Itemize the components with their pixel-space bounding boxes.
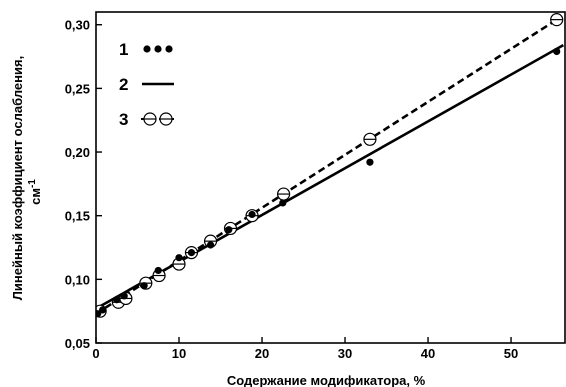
y-tick-label: 0,30 [65,18,90,33]
series-1-point [120,292,128,300]
legend: 1 2 3 [119,40,175,129]
x-tick-label: 50 [504,346,518,361]
series-1-point [140,282,148,290]
axis-ticks: 0 10 20 30 40 50 0,05 0,10 0,15 0,20 0,25 0,30 [65,18,519,361]
legend-label-3: 3 [119,110,128,129]
legend-label-2: 2 [119,75,128,94]
y-tick-label: 0,25 [65,81,90,96]
x-tick-label: 30 [338,346,352,361]
series-1-point [175,254,183,262]
y-axis-title-line1: Линейный коэффициент ослабления, [10,56,25,300]
plot-frame [95,11,566,344]
y-tick-label: 0,10 [65,272,90,287]
x-tick-label: 40 [421,346,435,361]
legend-label-1: 1 [119,40,128,59]
series-1-point [279,199,287,207]
series-1-point [154,266,162,275]
x-tick-label: 10 [172,346,186,361]
series-1-point [225,226,233,234]
series-1-point [187,249,196,257]
y-axis-unit-sup: -1 [27,179,38,188]
y-axis-unit-base: см [28,188,43,205]
series-1-point [366,158,374,166]
y-tick-label: 0,05 [65,336,90,351]
legend-series-1-dot [154,45,162,53]
y-axis-title-unit: см-1 [27,179,43,205]
x-axis-title: Содержание модификатора, % [227,373,426,387]
x-tick-label: 20 [255,346,269,361]
series-1-point [248,210,256,219]
y-tick-label: 0,15 [65,209,90,224]
series-1-point [206,241,215,249]
legend-series-1-dot [165,45,173,53]
series-1-point [113,296,121,304]
legend-series-1-dot [143,45,151,53]
series-1-point [553,47,561,56]
y-tick-label: 0,20 [65,145,90,160]
x-tick-label: 0 [92,346,99,361]
plot-marks [96,13,564,318]
series-1-point [99,306,107,314]
